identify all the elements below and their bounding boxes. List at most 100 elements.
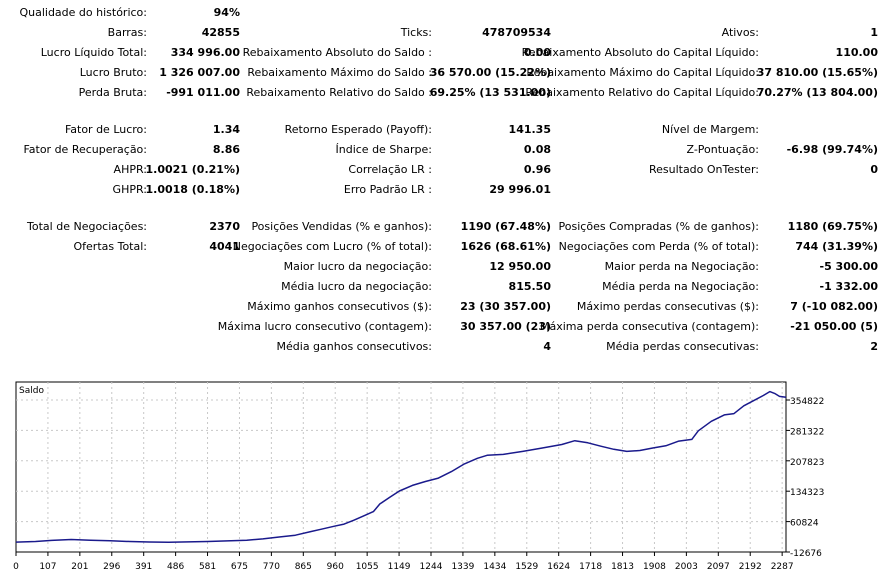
stat-label: Rebaixamento Relativo do Saldo : <box>246 86 432 99</box>
chart-series-line <box>15 390 787 543</box>
stat-label: Índice de Sharpe: <box>335 143 433 156</box>
stat-label: Rebaixamento Relativo do Capital Líquido… <box>525 86 759 99</box>
stat-label: Resultado OnTester: <box>648 163 759 176</box>
stat-label: Fator de Recuperação: <box>23 143 147 156</box>
stat-value: 0.00 <box>523 46 551 59</box>
chart-x-tick-label: 296 <box>103 562 120 572</box>
stat-value: -21 050.00 (5) <box>790 320 878 333</box>
chart-x-tick-label: 770 <box>263 562 280 572</box>
stat-label: Maior lucro da negociação: <box>283 260 432 273</box>
stat-value: 1 326 007.00 <box>159 66 240 79</box>
chart-x-tick-label: 2003 <box>675 562 698 572</box>
chart-x-tick-label: 865 <box>295 562 312 572</box>
stat-value: 1626 (68.61%) <box>460 240 551 253</box>
stat-value: 42855 <box>201 26 240 39</box>
stat-label: Ticks: <box>400 26 432 39</box>
chart-x-tick-label: 1149 <box>388 562 411 572</box>
stat-label: Máximo perdas consecutivas ($): <box>576 300 759 313</box>
stat-label: Média perda na Negociação: <box>602 280 759 293</box>
stat-value: 23 (30 357.00) <box>460 300 551 313</box>
stat-value: 1.0018 (0.18%) <box>145 183 241 196</box>
stat-value: 2 <box>870 340 878 353</box>
chart-y-tick-label: 60824 <box>790 519 819 529</box>
stat-value: 94% <box>213 6 240 19</box>
stat-label: Lucro Líquido Total: <box>40 46 147 59</box>
stat-label: Correlação LR : <box>348 163 432 176</box>
stat-value: 1 <box>870 26 878 39</box>
stat-value: 12 950.00 <box>489 260 551 273</box>
stat-value: 36 570.00 (15.22%) <box>429 66 551 79</box>
stat-value: 110.00 <box>835 46 878 59</box>
chart-x-tick-label: 0 <box>13 562 19 572</box>
stat-label: Rebaixamento Absoluto do Capital Líquido… <box>521 46 759 59</box>
stat-label: Máximo ganhos consecutivos ($): <box>247 300 432 313</box>
chart-series-name: Saldo <box>19 386 44 396</box>
chart-x-tick-label: 675 <box>231 562 248 572</box>
stat-value: -991 011.00 <box>166 86 240 99</box>
stat-value: 815.50 <box>508 280 551 293</box>
stat-label: Lucro Bruto: <box>79 66 147 79</box>
stat-value: 744 (31.39%) <box>795 240 878 253</box>
stat-value: 7 (-10 082.00) <box>790 300 878 313</box>
chart-x-tick-label: 486 <box>167 562 184 572</box>
chart-x-tick-label: 581 <box>199 562 216 572</box>
chart-x-tick-label: 201 <box>71 562 88 572</box>
stat-value: 1190 (67.48%) <box>460 220 551 233</box>
stat-value: 30 357.00 (23) <box>460 320 551 333</box>
stat-label: Ativos: <box>721 26 759 39</box>
chart-x-tick-label: 1339 <box>451 562 474 572</box>
chart-x-tick-label: 391 <box>135 562 152 572</box>
balance-chart-svg: 0 107 201 296 391 486 581 675 770 865 960 1055 1149 1… <box>13 381 824 572</box>
stat-label: Máxima lucro consecutivo (contagem): <box>217 320 432 333</box>
stat-label: Rebaixamento Absoluto do Saldo : <box>242 46 432 59</box>
stat-value: 2370 <box>209 220 240 233</box>
stat-label: Barras: <box>107 26 147 39</box>
chart-y-tick-label: 354822 <box>790 397 824 407</box>
stat-value: 4041 <box>209 240 240 253</box>
stat-label: Média ganhos consecutivos: <box>276 340 432 353</box>
chart-x-tick-label: 1813 <box>611 562 634 572</box>
stat-label: AHPR: <box>113 163 147 176</box>
stat-label: Posições Compradas (% de ganhos): <box>558 220 759 233</box>
chart-x-tick-label: 1718 <box>579 562 602 572</box>
stat-value: -5 300.00 <box>819 260 879 273</box>
stat-label: Total de Negociações: <box>27 220 147 233</box>
chart-x-tick-label: 1434 <box>483 562 506 572</box>
stat-label: Rebaixamento Máximo do Capital Líquido: <box>526 66 759 79</box>
stat-label: Perda Bruta: <box>78 86 147 99</box>
stat-value: 478709534 <box>482 26 551 39</box>
stat-label: Z-Pontuação: <box>686 143 759 156</box>
chart-x-tick-label: 960 <box>327 562 344 572</box>
stat-value: 141.35 <box>508 123 551 136</box>
stat-label: Máxima perda consecutiva (contagem): <box>540 320 759 333</box>
chart-x-tick-label: 2287 <box>771 562 794 572</box>
stat-value: -6.98 (99.74%) <box>786 143 878 156</box>
chart-y-tick-label: -12676 <box>790 549 822 559</box>
stat-value: 70.27% (13 804.00) <box>756 86 878 99</box>
stat-label: Fator de Lucro: <box>64 123 147 136</box>
stat-label: Ofertas Total: <box>73 240 148 253</box>
chart-y-tick-label: 207823 <box>790 458 824 468</box>
chart-x-tick-label: 1908 <box>643 562 666 572</box>
chart-x-tick-label: 1529 <box>515 562 538 572</box>
stat-value: 4 <box>543 340 551 353</box>
stat-label: Retorno Esperado (Payoff): <box>284 123 432 136</box>
stat-label: Erro Padrão LR : <box>343 183 432 196</box>
stat-label: Média lucro da negociação: <box>281 280 432 293</box>
chart-y-tick-label: 281322 <box>790 427 824 437</box>
stat-value: 37 810.00 (15.65%) <box>756 66 878 79</box>
stat-label: Média perdas consecutivas: <box>606 340 759 353</box>
stat-label: Maior perda na Negociação: <box>604 260 759 273</box>
chart-x-tick-label: 1624 <box>547 562 570 572</box>
stat-value: 29 996.01 <box>489 183 551 196</box>
stat-value: 1.0021 (0.21%) <box>145 163 241 176</box>
stat-label: Posições Vendidas (% e ganhos): <box>251 220 432 233</box>
stat-value: -1 332.00 <box>819 280 879 293</box>
chart-y-tick-label: 134323 <box>790 488 824 498</box>
stat-label: Rebaixamento Máximo do Saldo : <box>247 66 432 79</box>
chart-plot-frame <box>15 381 787 553</box>
stat-label: GHPR: <box>112 183 147 196</box>
stat-value: 0.96 <box>523 163 551 176</box>
stat-value: 1.34 <box>212 123 240 136</box>
balance-chart: 0 107 201 296 391 486 581 675 770 865 960 1055 1149 1… <box>0 378 890 580</box>
